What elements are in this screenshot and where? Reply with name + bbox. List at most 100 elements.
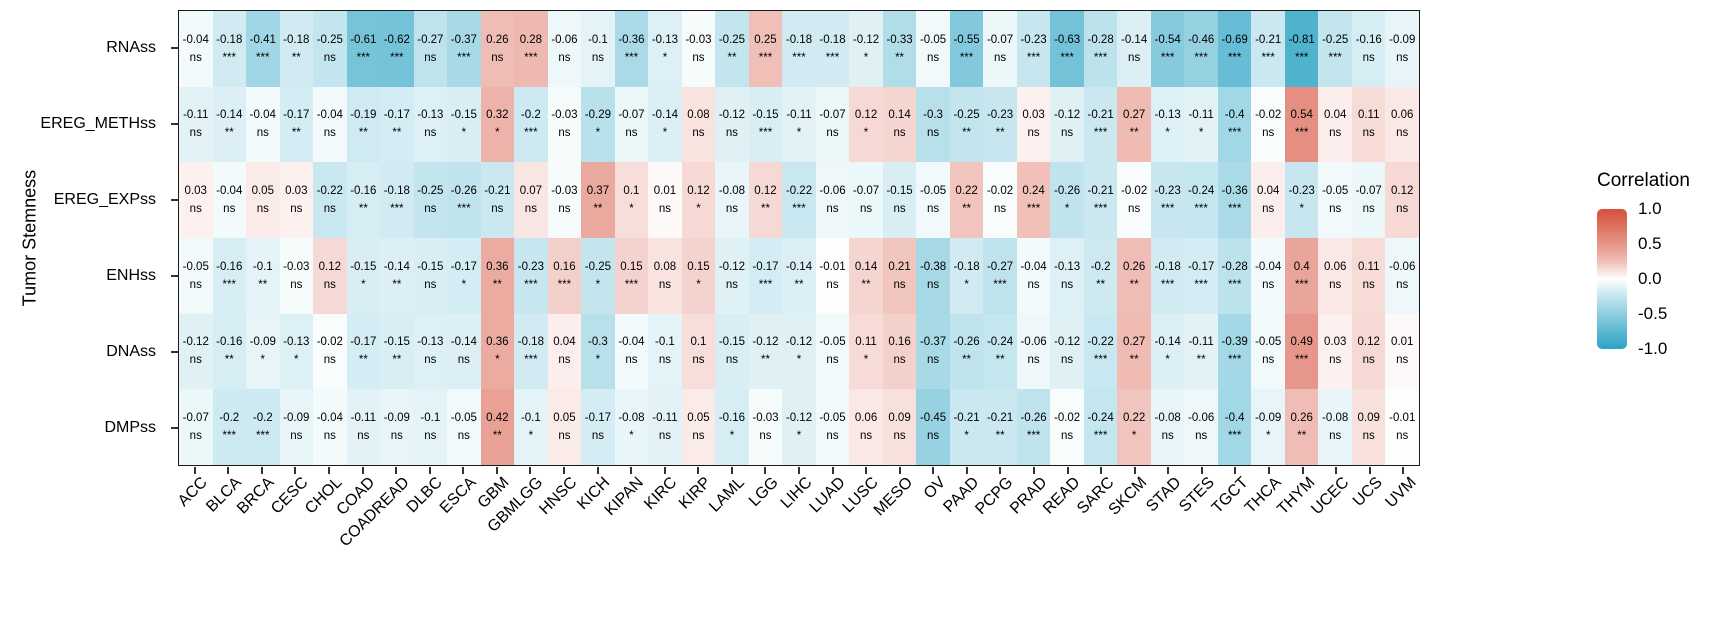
cell-correlation-value: -0.02 bbox=[986, 185, 1014, 198]
cell-significance: *** bbox=[390, 51, 404, 64]
column-label-dlbc: DLBC bbox=[403, 474, 446, 517]
cell-significance: * bbox=[595, 354, 601, 367]
cell-significance: ns bbox=[826, 278, 839, 291]
cell-correlation-value: -0.11 bbox=[786, 109, 812, 122]
cell-correlation-value: -0.14 bbox=[450, 336, 477, 349]
cell-significance: ** bbox=[794, 278, 804, 291]
cell-significance: ** bbox=[962, 354, 972, 367]
cell-correlation-value: -0.21 bbox=[1087, 109, 1114, 122]
cell-significance: * bbox=[495, 354, 500, 367]
cell-correlation-value: -0.13 bbox=[417, 109, 444, 122]
heatmap-cell: 0.36 ** bbox=[480, 237, 515, 314]
heatmap-cell: -0.18 *** bbox=[782, 11, 816, 87]
cell-significance: *** bbox=[222, 430, 236, 443]
cell-significance: *** bbox=[1294, 354, 1309, 367]
cell-significance: ns bbox=[357, 430, 370, 443]
cell-correlation-value: -0.07 bbox=[852, 185, 880, 198]
cell-significance: ** bbox=[358, 354, 368, 367]
heatmap-cell: -0.15 * bbox=[447, 86, 481, 163]
cell-correlation-value: -0.14 bbox=[785, 260, 813, 273]
heatmap-cell: -0.29 * bbox=[581, 86, 615, 163]
cell-significance: *** bbox=[457, 51, 471, 64]
cell-significance: ns bbox=[290, 430, 303, 443]
cell-correlation-value: 0.06 bbox=[1324, 260, 1347, 273]
x-tick bbox=[495, 467, 498, 474]
heatmap-cell: -0.18 *** bbox=[1150, 237, 1185, 314]
cell-significance: *** bbox=[1227, 354, 1242, 367]
cell-correlation-value: -0.07 bbox=[618, 109, 645, 122]
cell-significance: * bbox=[294, 354, 299, 367]
x-tick bbox=[563, 467, 566, 474]
heatmap-cell: -0.81 *** bbox=[1284, 11, 1319, 87]
heatmap-cell: -0.26 *** bbox=[447, 162, 481, 238]
legend-tick-label: 0.0 bbox=[1638, 269, 1662, 288]
heatmap-cell: -0.22 ns bbox=[313, 162, 347, 238]
x-tick bbox=[395, 467, 398, 474]
heatmap-cell: -0.14 * bbox=[648, 86, 682, 163]
cell-correlation-value: -0.28 bbox=[1087, 33, 1114, 46]
heatmap-cell: -0.15 *** bbox=[748, 86, 783, 163]
cell-correlation-value: -0.17 bbox=[584, 412, 612, 425]
heatmap-cell: -0.21 ns bbox=[480, 162, 515, 238]
cell-correlation-value: -0.04 bbox=[1020, 260, 1047, 273]
cell-significance: ns bbox=[993, 203, 1007, 216]
x-tick bbox=[1368, 467, 1371, 474]
cell-correlation-value: -0.16 bbox=[1355, 33, 1382, 46]
cell-significance: ns bbox=[591, 430, 604, 443]
x-tick bbox=[1200, 467, 1203, 474]
heatmap-cell: -0.1 ** bbox=[246, 237, 280, 314]
heatmap-cell: -0.38 ns bbox=[916, 237, 950, 314]
heatmap-cell: -0.04 ns bbox=[246, 86, 280, 163]
cell-correlation-value: -0.03 bbox=[551, 185, 578, 198]
heatmap-cell: 0.37 ** bbox=[581, 162, 615, 238]
cell-significance: ns bbox=[826, 203, 839, 216]
cell-significance: * bbox=[361, 278, 366, 291]
heatmap-cell: 0.08 ns bbox=[681, 86, 716, 163]
heatmap-cell: -0.63 *** bbox=[1050, 11, 1084, 87]
column-label-tgct: TGCT bbox=[1208, 474, 1252, 517]
cell-correlation-value: -0.4 bbox=[1224, 412, 1245, 425]
cell-correlation-value: -0.08 bbox=[618, 412, 645, 425]
y-axis-ticks bbox=[171, 10, 178, 466]
cell-significance: ns bbox=[189, 127, 202, 140]
cell-significance: ns bbox=[926, 430, 940, 443]
cell-correlation-value: -0.15 bbox=[718, 336, 746, 349]
cell-significance: ns bbox=[1027, 127, 1040, 140]
cell-correlation-value: -0.04 bbox=[216, 185, 243, 198]
cell-correlation-value: -0.22 bbox=[316, 185, 343, 198]
cell-significance: ns bbox=[926, 278, 940, 291]
cell-significance: ns bbox=[1061, 354, 1074, 367]
cell-significance: * bbox=[964, 430, 969, 443]
heatmap-cell: -0.04 ns bbox=[212, 162, 247, 238]
cell-correlation-value: 0.26 bbox=[1290, 412, 1313, 425]
cell-correlation-value: -0.13 bbox=[651, 33, 679, 46]
cell-correlation-value: -0.05 bbox=[819, 336, 846, 349]
cell-correlation-value: -0.62 bbox=[383, 33, 410, 46]
cell-correlation-value: -0.14 bbox=[651, 109, 679, 122]
cell-correlation-value: -0.45 bbox=[919, 412, 947, 425]
x-axis-ticks bbox=[178, 466, 1420, 474]
cell-correlation-value: 0.1 bbox=[623, 185, 640, 198]
heatmap-cell: -0.13 ns bbox=[413, 86, 448, 163]
cell-significance: *** bbox=[524, 127, 538, 140]
heatmap-cell: -0.23 *** bbox=[514, 237, 548, 314]
heatmap-cell: -0.28 *** bbox=[1083, 11, 1118, 87]
column-label-uvm: UVM bbox=[1382, 474, 1420, 512]
cell-correlation-value: 0.04 bbox=[1256, 185, 1280, 198]
cell-correlation-value: -0.12 bbox=[785, 412, 813, 425]
row-label-ereg_methss: EREG_METHss bbox=[40, 115, 156, 132]
heatmap-cell: -0.14 ns bbox=[1117, 11, 1151, 87]
cell-correlation-value: -0.21 bbox=[1255, 33, 1282, 46]
cell-significance: * bbox=[796, 430, 802, 443]
heatmap-cell: -0.16 *** bbox=[212, 237, 247, 314]
cell-correlation-value: 0.14 bbox=[854, 260, 878, 273]
y-tick bbox=[171, 123, 178, 125]
cell-significance: *** bbox=[1093, 203, 1108, 216]
cell-significance: *** bbox=[1227, 278, 1242, 291]
cell-significance: ns bbox=[1061, 278, 1074, 291]
cell-significance: ns bbox=[1329, 430, 1342, 443]
cell-significance: ns bbox=[323, 354, 336, 367]
cell-correlation-value: -0.2 bbox=[219, 412, 240, 425]
x-tick bbox=[428, 467, 431, 474]
cell-correlation-value: -0.15 bbox=[383, 336, 410, 349]
